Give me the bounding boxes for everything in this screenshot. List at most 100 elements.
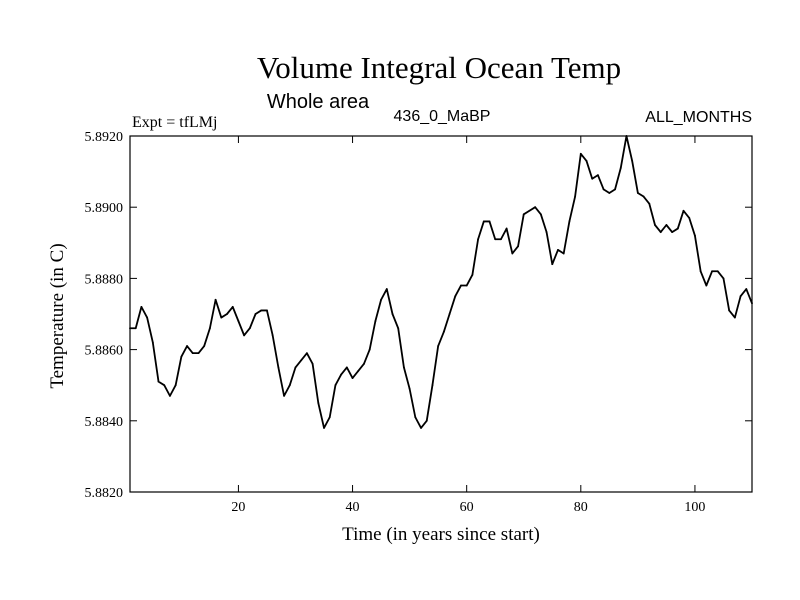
x-axis-label: Time (in years since start): [342, 524, 540, 545]
data-point: [403, 366, 405, 369]
data-point: [557, 249, 559, 251]
x-tick-label: 80: [574, 500, 588, 515]
data-point: [716, 270, 719, 273]
data-point: [442, 330, 445, 333]
data-point: [140, 305, 143, 308]
data-point: [243, 334, 246, 337]
data-point: [528, 209, 531, 212]
data-point: [306, 352, 308, 355]
data-point: [374, 320, 377, 323]
y-tick-label: 5.8900: [85, 201, 124, 216]
data-point: [163, 384, 166, 387]
data-point: [431, 384, 434, 387]
y-tick-label: 5.8860: [85, 344, 124, 359]
data-point: [579, 152, 582, 155]
data-point: [568, 220, 571, 223]
data-point: [271, 334, 274, 337]
data-point: [288, 384, 291, 387]
months-label: ALL_MONTHS: [645, 109, 752, 126]
y-tick-label: 5.8840: [85, 415, 124, 430]
data-point: [300, 359, 303, 362]
data-point: [334, 384, 337, 387]
data-point: [277, 366, 280, 369]
data-point: [465, 284, 468, 287]
data-point: [682, 209, 685, 212]
data-point: [517, 245, 519, 248]
data-point: [539, 213, 542, 216]
data-point: [129, 327, 131, 330]
data-point: [186, 345, 188, 347]
data-point: [477, 238, 479, 241]
data-point: [174, 384, 177, 387]
data-point: [363, 362, 365, 365]
data-point: [642, 195, 645, 198]
data-points: [129, 135, 753, 429]
y-tick-label: 5.8920: [85, 130, 124, 145]
data-point: [231, 305, 234, 308]
data-point: [591, 177, 594, 180]
data-point: [266, 309, 268, 312]
data-point: [311, 362, 314, 365]
y-axis-label: Temperature (in C): [47, 243, 68, 388]
data-point: [368, 348, 371, 351]
data-point: [511, 252, 514, 255]
data-point: [562, 252, 565, 255]
data-point: [260, 309, 263, 312]
data-point: [157, 380, 160, 383]
data-point: [597, 174, 599, 177]
data-point: [208, 327, 211, 330]
data-point: [728, 309, 731, 312]
period-label: 436_0_MaBP: [394, 108, 491, 125]
data-point: [505, 227, 508, 230]
data-point: [654, 224, 656, 226]
x-tick-label: 100: [684, 500, 705, 515]
temperature-series-line: [130, 135, 753, 429]
data-point: [317, 402, 320, 404]
data-point: [659, 231, 662, 234]
data-point: [585, 160, 588, 162]
data-point: [722, 277, 725, 280]
data-point: [711, 270, 713, 273]
data-point: [420, 427, 422, 429]
data-point: [739, 295, 742, 298]
data-point: [648, 202, 651, 205]
data-point: [254, 313, 257, 315]
data-point: [665, 224, 668, 226]
data-point: [619, 167, 622, 169]
data-point: [283, 394, 285, 397]
x-tick-label: 40: [346, 500, 360, 515]
data-point: [397, 327, 400, 330]
data-point: [146, 316, 149, 319]
data-point: [608, 192, 611, 194]
data-point: [694, 234, 696, 237]
data-point: [351, 377, 354, 379]
plot-frame: [129, 135, 753, 493]
data-point: [676, 227, 679, 230]
x-tick-label: 60: [460, 500, 474, 515]
data-point: [454, 295, 457, 298]
data-point: [602, 188, 605, 191]
data-point: [751, 302, 753, 305]
data-point: [625, 135, 628, 137]
experiment-label: Expt = tfLMj: [132, 114, 217, 131]
data-point: [671, 231, 674, 234]
data-point: [745, 288, 748, 290]
chart-title: Volume Integral Ocean Temp: [257, 50, 621, 85]
data-point: [197, 352, 200, 355]
y-tick-label: 5.8820: [85, 486, 124, 501]
data-point: [500, 238, 502, 241]
data-point: [534, 206, 537, 209]
data-point: [169, 394, 171, 397]
data-point: [380, 298, 382, 301]
data-point: [191, 352, 194, 355]
data-point: [636, 192, 639, 194]
data-point: [471, 273, 474, 276]
data-point: [237, 320, 240, 323]
data-point: [385, 288, 388, 290]
data-point: [203, 345, 206, 347]
data-point: [345, 366, 348, 369]
data-point: [425, 419, 428, 422]
data-point: [482, 220, 485, 223]
x-tick-label: 20: [231, 500, 245, 515]
y-tick-label: 5.8880: [85, 272, 124, 287]
